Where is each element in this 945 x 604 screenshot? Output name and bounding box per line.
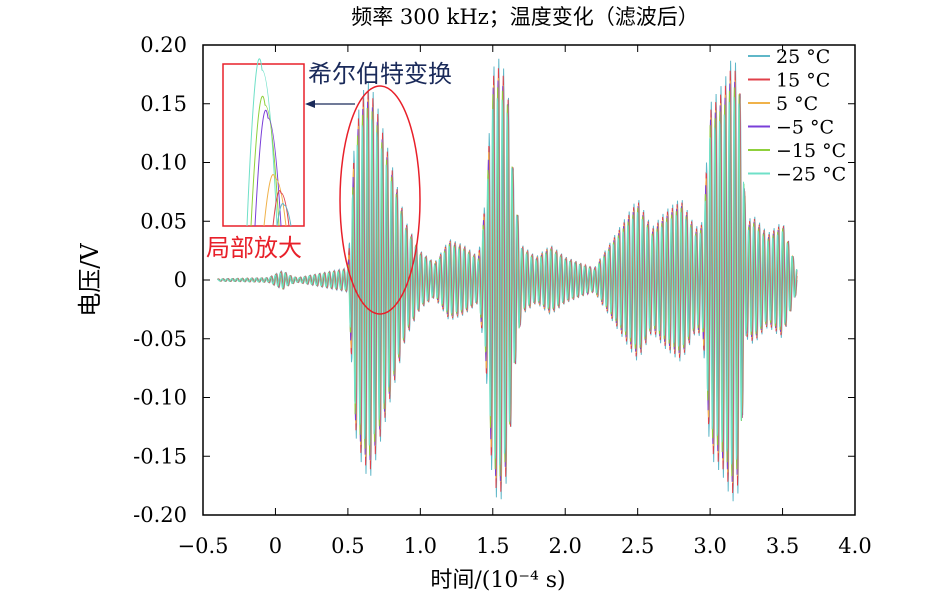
x-tick-label: −0.5 [178, 534, 229, 558]
y-tick-label: -0.15 [133, 444, 187, 468]
series-layer [217, 58, 798, 502]
legend: 25 °C15 °C5 °C−5 °C−15 °C−25 °C [748, 46, 846, 186]
x-axis-label: 时间/(10⁻⁴ s) [430, 568, 565, 593]
y-tick-label: -0.05 [133, 327, 187, 351]
y-tick-label: 0.10 [140, 151, 187, 175]
arrow-head-icon [305, 100, 315, 108]
x-tick-label: 1.5 [476, 534, 509, 558]
inset-envelope [276, 203, 292, 227]
legend-label: 15 °C [776, 70, 830, 92]
y-tick-label: 0.15 [140, 92, 187, 116]
y-tick-label: 0.05 [140, 209, 187, 233]
inset-envelope [272, 190, 290, 227]
chart-title: 频率 300 kHz；温度变化（滤波后） [351, 5, 699, 29]
y-tick-label: -0.10 [133, 386, 187, 410]
x-tick-label: 1.0 [404, 534, 437, 558]
highlight-ellipse [339, 85, 421, 315]
inset-envelope [250, 95, 280, 227]
x-tick-label: 3.0 [693, 534, 726, 558]
series-line [217, 97, 798, 466]
x-tick-label: 2.0 [549, 534, 582, 558]
legend-label: 5 °C [776, 93, 818, 115]
inset-envelope [263, 174, 287, 227]
y-tick-label: 0 [174, 268, 187, 292]
y-axis: 0.20 0.15 0.10 0.05 0 -0.05 -0.10 -0.15 -0.20 [133, 33, 855, 527]
zoom-inset-box [222, 63, 305, 227]
x-tick-label: 0.5 [331, 534, 364, 558]
zoom-label: 局部放大 [206, 234, 302, 262]
x-tick-label: 2.5 [621, 534, 654, 558]
y-tick-label: 0.20 [140, 33, 187, 57]
legend-label: −25 °C [776, 164, 846, 186]
legend-label: −15 °C [776, 140, 846, 162]
x-axis: −0.5 0 0.5 1.0 1.5 2.0 2.5 3.0 3.5 4.0 [178, 45, 872, 558]
x-tick-label: 3.5 [766, 534, 799, 558]
zoom-inset [246, 58, 292, 227]
hilbert-label: 希尔伯特变换 [308, 60, 452, 88]
legend-label: −5 °C [776, 117, 834, 139]
y-axis-label: 电压/V [76, 243, 104, 317]
x-tick-label: 4.0 [838, 534, 871, 558]
x-tick-label: 0 [269, 534, 282, 558]
legend-label: 25 °C [776, 46, 830, 68]
inset-envelope [254, 109, 282, 227]
y-tick-label: -0.20 [133, 503, 187, 527]
